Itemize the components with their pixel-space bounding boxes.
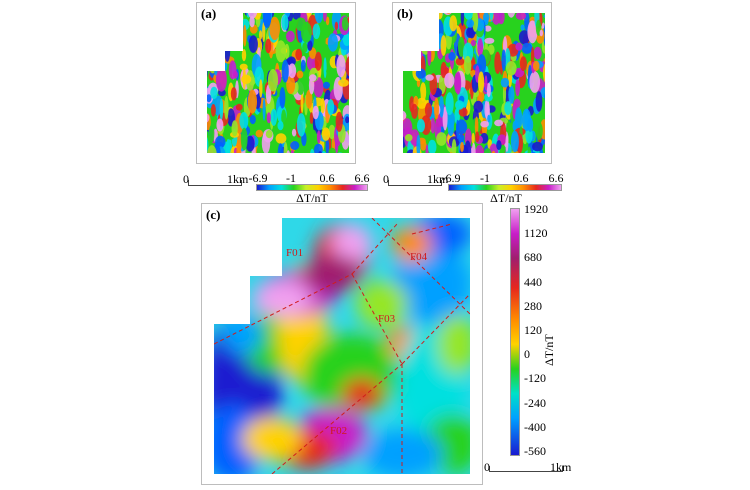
colorbar-b-tick-4: 6.6 [548,171,564,185]
colorbar-main-tick: -560 [524,444,546,458]
panel-a: (a) [196,2,356,164]
colorbar-main-tick: 440 [524,274,542,289]
fault-label-f01: F01 [286,247,303,259]
colorbar-main-tick: 120 [524,323,542,337]
colorbar-a [256,184,368,191]
map-c: F01 F02 F03 F04 [214,218,470,474]
colorbar-main-unit: ΔT/nT [542,334,556,366]
scale-bar-b: 0 1km [383,172,453,192]
fault-label-f03: F03 [378,313,396,325]
scale-end-c: 1km [550,460,572,474]
colorbar-b-tick-2: -1 [480,171,490,185]
panel-a-label: (a) [201,6,217,21]
scale-bar-a: 0 1km [183,172,253,192]
colorbar-main-tick: -240 [524,395,546,410]
colorbar-a-tick-2: -1 [286,171,296,185]
colorbar-a-unit: ΔT/nT [296,191,328,205]
map-a [207,13,349,153]
colorbar-main-tick: 1920 [524,202,548,216]
colorbar-a-tick-4: 6.6 [354,171,370,185]
colorbar-a-tick-3: 0.6 [319,171,335,185]
colorbar-b-tick-1: -6.9 [441,171,461,185]
scale-end: 1km [227,172,249,186]
colorbar-b [448,184,562,191]
scale-start-b: 0 [383,172,389,186]
colorbar-main-tick: 0 [524,347,530,362]
fault-label-f04: F04 [410,251,428,263]
colorbar-main-tick: 280 [524,298,542,313]
colorbar-main-tick: -120 [524,371,546,386]
fault-label-f02: F02 [330,425,347,437]
colorbar-b-unit: ΔT/nT [490,191,522,205]
colorbar-b-tick-3: 0.6 [513,171,529,185]
colorbar-main [510,208,520,456]
colorbar-main-tick: 1120 [524,226,548,241]
map-b [403,13,545,153]
panel-b: (b) [392,2,552,164]
panel-c: (c) F01 F02 F03 F04 [201,203,483,485]
scale-start: 0 [183,172,189,186]
colorbar-main-tick: 680 [524,250,542,265]
panel-b-label: (b) [397,6,413,21]
colorbar-a-tick-1: -6.9 [248,171,268,185]
scale-start-c: 0 [484,460,490,474]
panel-c-label: (c) [206,207,221,222]
scale-end-b: 1km [427,172,449,186]
colorbar-main-tick: -400 [524,419,546,434]
scale-bar-c: 0 1km [484,458,584,478]
